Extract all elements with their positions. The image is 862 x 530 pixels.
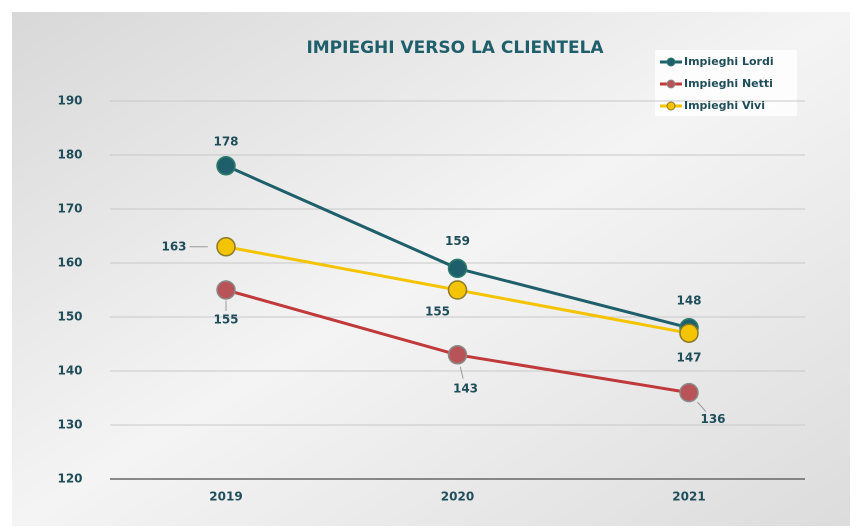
data-point bbox=[216, 280, 236, 300]
y-tick-label: 160 bbox=[57, 256, 82, 270]
data-label: 155 bbox=[425, 305, 450, 319]
data-point bbox=[216, 156, 236, 176]
y-tick-label: 190 bbox=[57, 94, 82, 108]
data-point bbox=[447, 280, 468, 300]
x-tick-label: 2019 bbox=[209, 490, 242, 504]
y-tick-label: 140 bbox=[57, 364, 82, 378]
legend-label: Impieghi Netti bbox=[684, 77, 773, 90]
legend-label: Impieghi Vivi bbox=[684, 99, 765, 112]
data-point bbox=[679, 382, 699, 403]
data-label: 143 bbox=[453, 381, 478, 395]
data-point bbox=[679, 323, 699, 343]
data-label: 155 bbox=[213, 313, 238, 327]
data-label: 147 bbox=[676, 351, 701, 365]
data-label: 163 bbox=[161, 239, 186, 253]
x-tick-label: 2020 bbox=[441, 490, 474, 504]
leader-line bbox=[697, 401, 707, 412]
legend-marker bbox=[666, 101, 676, 111]
y-tick-label: 120 bbox=[57, 472, 82, 486]
legend-marker bbox=[666, 57, 676, 67]
leader-line bbox=[459, 366, 464, 379]
legend-marker bbox=[666, 79, 676, 89]
y-tick-label: 130 bbox=[57, 418, 82, 432]
data-point bbox=[216, 237, 236, 257]
chart-title: IMPIEGHI VERSO LA CLIENTELA bbox=[306, 38, 604, 58]
data-label: 178 bbox=[213, 134, 238, 148]
data-point bbox=[447, 258, 468, 279]
legend-label: Impieghi Lordi bbox=[684, 55, 774, 68]
y-tick-label: 180 bbox=[57, 148, 82, 162]
data-point bbox=[447, 345, 468, 365]
x-tick-label: 2021 bbox=[672, 490, 705, 504]
y-tick-label: 150 bbox=[57, 310, 82, 324]
data-label: 148 bbox=[676, 293, 701, 307]
data-label: 159 bbox=[445, 234, 470, 248]
y-tick-label: 170 bbox=[57, 202, 82, 216]
data-label: 136 bbox=[700, 412, 725, 426]
